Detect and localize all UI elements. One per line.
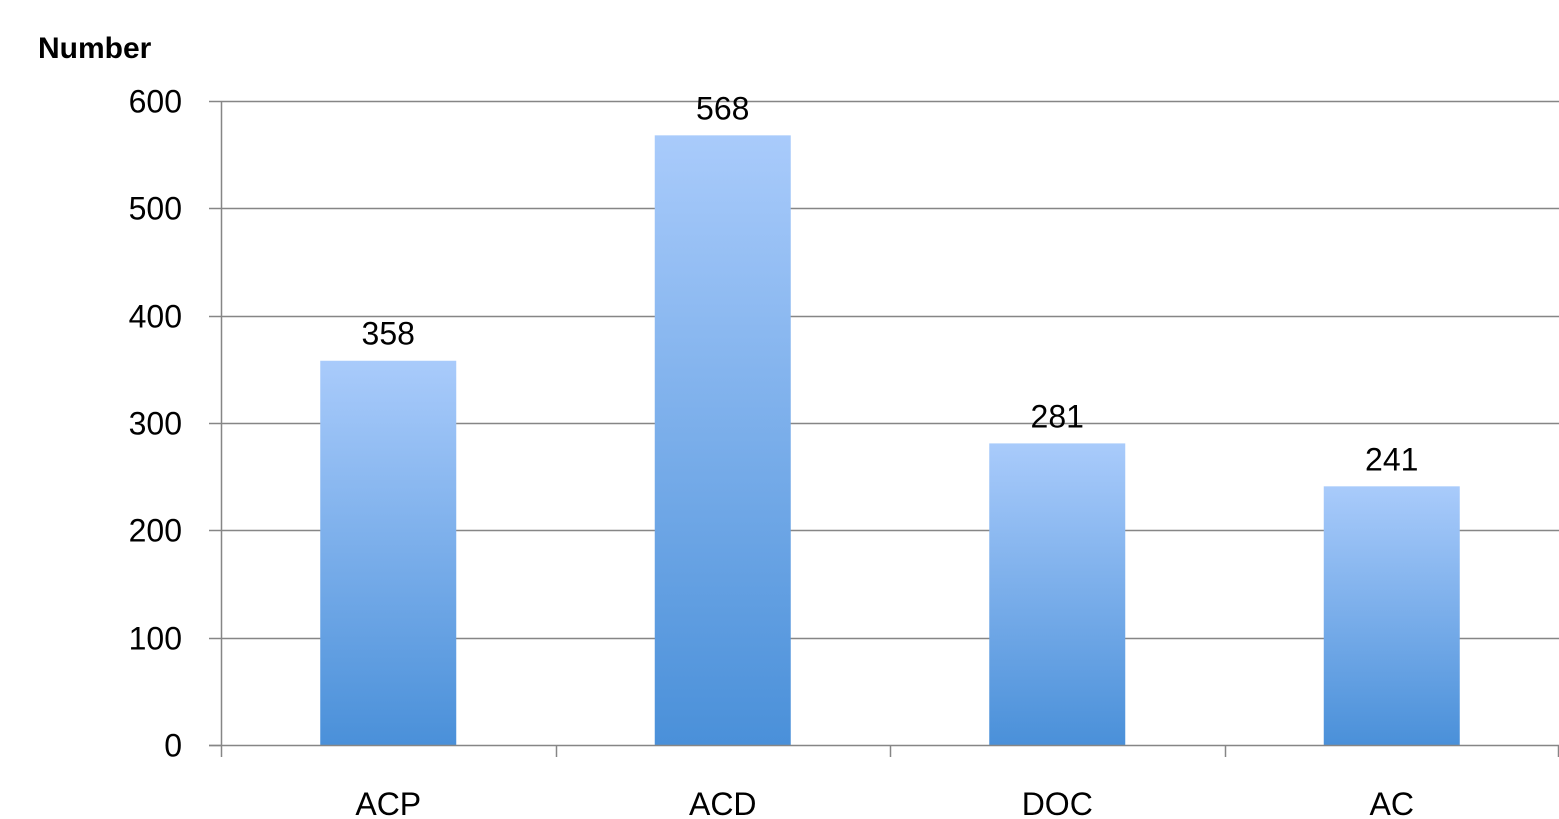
- bar-ac: [1323, 486, 1460, 745]
- y-tick-label: 600: [129, 84, 182, 120]
- axes: [209, 100, 1559, 757]
- data-label: 568: [696, 90, 749, 126]
- bars: [320, 135, 1460, 745]
- x-tick-label: ACP: [355, 786, 421, 819]
- data-label: 358: [362, 316, 415, 352]
- x-tick-label: DOC: [1022, 786, 1093, 819]
- data-label: 241: [1365, 441, 1418, 477]
- bar-acd: [654, 135, 791, 745]
- y-tick-label: 500: [129, 191, 182, 227]
- y-tick-label: 200: [129, 513, 182, 549]
- labels: 0 100 200 300 400 500 600 358 ACP 568 ACD 281 DOC 241…: [129, 84, 1419, 819]
- y-tick-label: 300: [129, 406, 182, 442]
- data-label: 281: [1031, 398, 1084, 434]
- y-axis-title: Number: [38, 32, 152, 65]
- y-tick-label: 0: [164, 728, 182, 764]
- y-tick-label: 100: [129, 621, 182, 657]
- bar-doc: [989, 443, 1126, 745]
- x-tick-label: AC: [1370, 786, 1414, 819]
- bar-acp: [320, 360, 457, 745]
- y-tick-label: 400: [129, 299, 182, 335]
- x-tick-label: ACD: [689, 786, 757, 819]
